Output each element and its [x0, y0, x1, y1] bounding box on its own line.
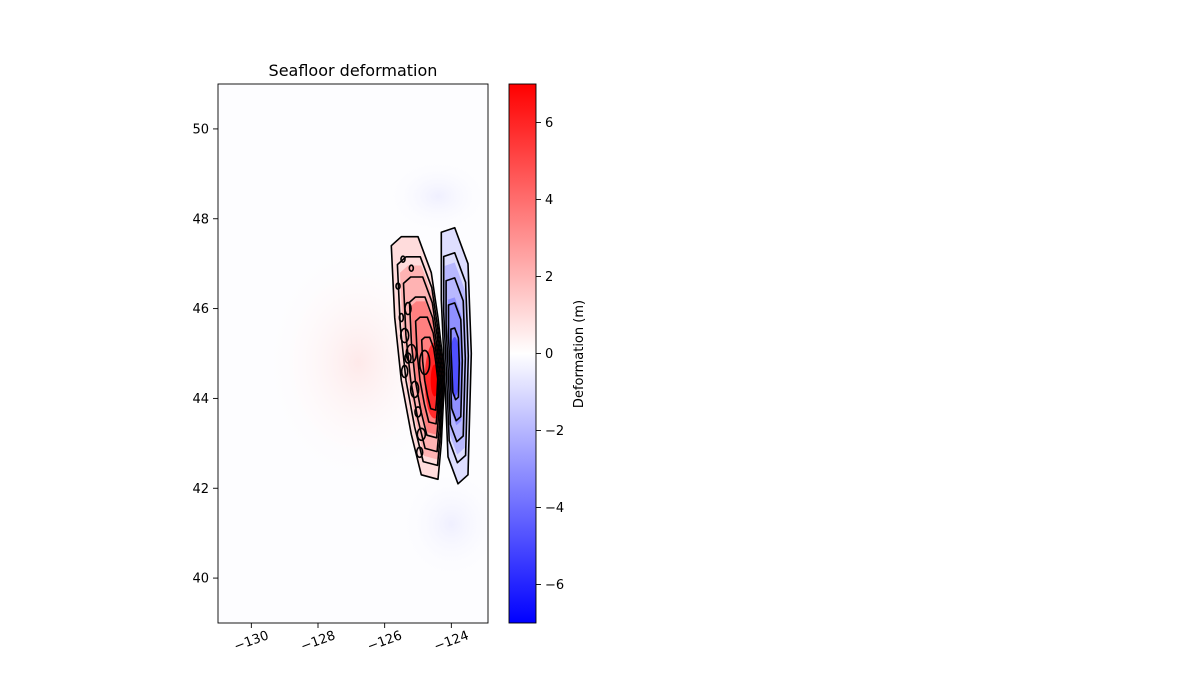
x-tick-label: −126: [365, 628, 404, 654]
uplift-contour-loop: [404, 301, 412, 316]
colorbar-tick-label: −2: [545, 424, 564, 439]
plot-frame: [217, 83, 489, 624]
subsidence-halo-north: [383, 156, 488, 237]
colorbar-tick-label: 6: [545, 116, 553, 131]
uplift-contour-loop: [398, 312, 405, 323]
uplift-contour-loop: [409, 380, 420, 399]
uplift-contour-loop: [400, 255, 406, 263]
contour-lines: [390, 226, 473, 485]
uplift-contour: [414, 316, 440, 425]
uplift-contour: [396, 255, 445, 467]
uplift-contour-loop: [400, 364, 409, 379]
chart-title: Seafloor deformation: [269, 61, 438, 80]
colorbar: [508, 83, 537, 624]
subsidence-contour: [445, 277, 467, 443]
subsidence-contour: [440, 226, 473, 485]
subsidence-contour: [447, 302, 464, 422]
uplift-contour-loop: [418, 349, 431, 376]
x-tick-label: −130: [232, 628, 271, 654]
uplift-contour-loop: [395, 282, 401, 290]
uplift-contour: [390, 235, 446, 481]
uplift-contour-loop: [416, 427, 427, 442]
y-tick-label: 40: [192, 572, 209, 587]
y-axis-ticks: 40 42 44 46 48 50: [192, 122, 218, 587]
uplift-contour-loop: [404, 352, 412, 364]
y-tick-label: 44: [192, 392, 209, 407]
uplift-contour-loop: [415, 446, 424, 459]
x-tick-label: −124: [432, 628, 471, 654]
uplift-contour: [402, 276, 443, 453]
y-tick-label: 50: [192, 122, 209, 137]
colorbar-tick-label: 2: [545, 270, 553, 285]
subsidence-contour: [442, 252, 470, 464]
uplift-contour: [408, 296, 442, 439]
uplift-contour-loop: [399, 327, 410, 344]
x-tick-label: −128: [299, 628, 338, 654]
subsidence-contour: [450, 327, 461, 401]
y-tick-label: 48: [192, 212, 209, 227]
colorbar-label: Deformation (m): [572, 300, 587, 408]
colorbar-tick-label: −6: [545, 578, 564, 593]
uplift-contour-loop: [408, 264, 415, 272]
colorbar-tick-label: 0: [545, 347, 553, 362]
y-tick-label: 42: [192, 482, 209, 497]
uplift-contour: [420, 336, 439, 411]
uplift-contour-loop: [414, 406, 422, 418]
colorbar-tick-label: −4: [545, 501, 564, 516]
x-axis-ticks: −130 −128 −126 −124: [232, 623, 471, 655]
colorbar-tick-label: 4: [545, 193, 553, 208]
y-tick-label: 46: [192, 302, 209, 317]
colorbar-ticks: −6 −4 −2 0 2 4 6: [536, 116, 564, 593]
subsidence-halo-south: [396, 464, 488, 585]
